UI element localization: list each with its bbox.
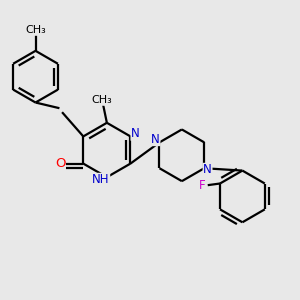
Text: CH₃: CH₃ (25, 25, 46, 35)
Text: CH₃: CH₃ (92, 95, 112, 105)
Text: O: O (55, 157, 65, 170)
Text: N: N (203, 164, 212, 176)
Text: NH: NH (92, 173, 110, 186)
Text: F: F (199, 179, 205, 192)
Text: N: N (151, 133, 160, 146)
Text: N: N (131, 127, 140, 140)
